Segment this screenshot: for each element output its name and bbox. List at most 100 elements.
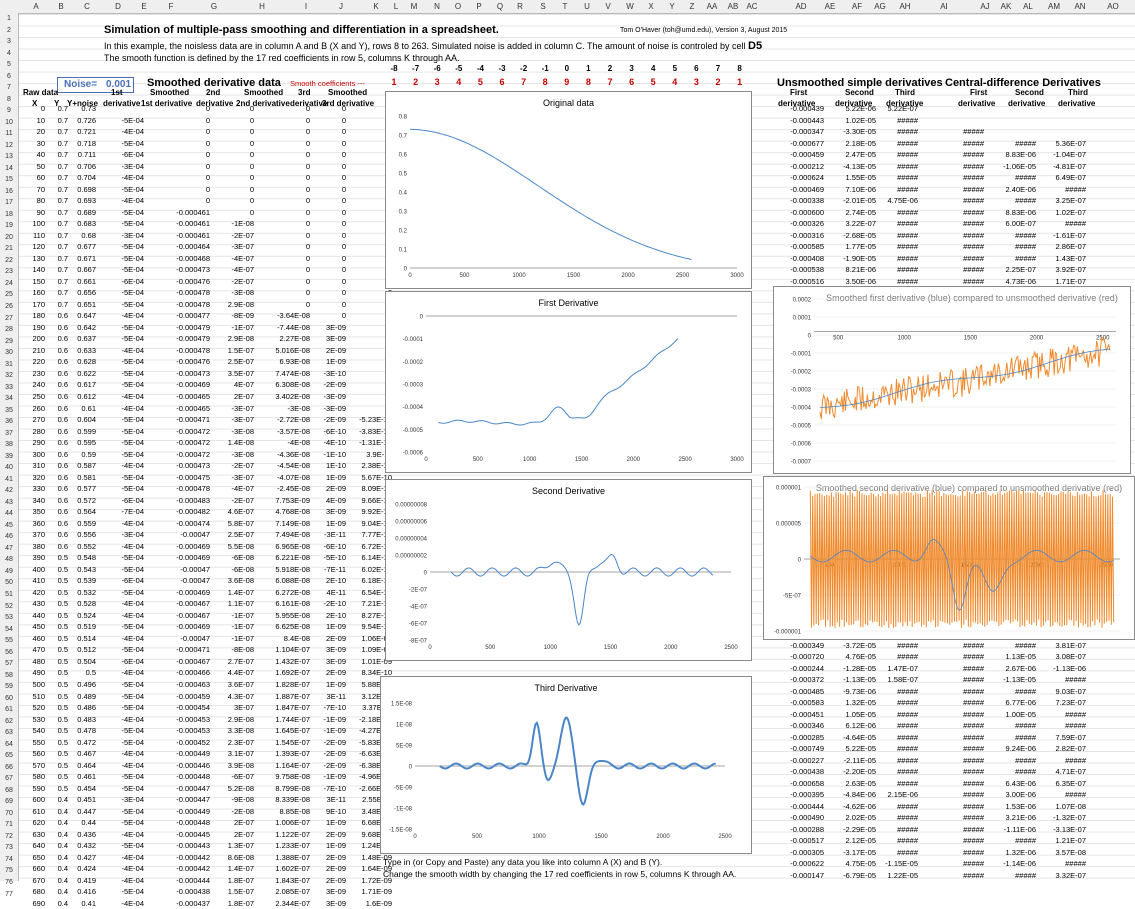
- table-cell[interactable]: 2.085E-07: [275, 887, 310, 897]
- table-cell[interactable]: -3E-04: [121, 795, 144, 805]
- table-cell[interactable]: 8.27E-10: [361, 610, 392, 620]
- table-cell[interactable]: 0.704: [77, 173, 96, 183]
- table-cell[interactable]: #####: [897, 709, 918, 719]
- table-cell[interactable]: 0.572: [77, 495, 96, 505]
- table-cell[interactable]: 5.2E-08: [227, 783, 254, 793]
- column-letter[interactable]: W: [626, 2, 634, 11]
- table-cell[interactable]: 0.595: [77, 438, 96, 448]
- table-cell[interactable]: -0.000408: [790, 253, 824, 263]
- table-cell[interactable]: -0.000583: [790, 698, 824, 708]
- table-cell[interactable]: -7E-11: [324, 564, 346, 574]
- table-cell[interactable]: -8E-09: [231, 311, 254, 321]
- table-cell[interactable]: 0.524: [77, 610, 96, 620]
- row-number[interactable]: 56: [5, 648, 13, 656]
- table-cell[interactable]: 620: [32, 818, 45, 828]
- table-cell[interactable]: -0.000244: [790, 663, 824, 673]
- column-letter[interactable]: M: [410, 2, 418, 11]
- table-cell[interactable]: #####: [963, 242, 984, 252]
- table-cell[interactable]: -3E-09: [323, 392, 346, 401]
- table-cell[interactable]: -4E-04: [121, 875, 144, 885]
- table-cell[interactable]: 0.7: [57, 138, 68, 148]
- table-cell[interactable]: #####: [1065, 790, 1086, 800]
- coef-value[interactable]: 4: [672, 77, 678, 87]
- compare-first-chart[interactable]: Smoothed first derivative (blue) compare…: [773, 286, 1131, 474]
- table-cell[interactable]: 0.698: [77, 184, 96, 194]
- table-cell[interactable]: 0: [205, 173, 210, 183]
- table-cell[interactable]: 0.539: [77, 576, 96, 586]
- table-cell[interactable]: -4E-04: [121, 633, 144, 643]
- table-cell[interactable]: -4.64E-05: [843, 732, 876, 742]
- table-cell[interactable]: -2.45E-08: [277, 484, 310, 494]
- row-number[interactable]: 50: [5, 579, 13, 587]
- column-letter[interactable]: P: [476, 2, 482, 11]
- table-cell[interactable]: 0: [341, 150, 346, 160]
- table-cell[interactable]: 280: [32, 426, 45, 436]
- table-cell[interactable]: 1.545E-07: [275, 737, 310, 747]
- table-cell[interactable]: 7.149E-08: [275, 518, 310, 528]
- table-cell[interactable]: -2.01E-05: [843, 196, 876, 206]
- table-cell[interactable]: 0: [305, 138, 310, 148]
- row-number[interactable]: 36: [5, 418, 13, 426]
- table-cell[interactable]: -1E-08: [231, 219, 254, 229]
- row-number[interactable]: 7: [7, 84, 11, 92]
- table-cell[interactable]: 390: [32, 553, 45, 563]
- table-cell[interactable]: 1.744E-07: [275, 714, 310, 724]
- table-cell[interactable]: 2.67E-06: [1005, 663, 1036, 673]
- table-cell[interactable]: 0.622: [77, 368, 96, 378]
- column-letter[interactable]: D: [115, 2, 121, 11]
- table-cell[interactable]: 6.35E-07: [1055, 778, 1086, 788]
- coef-value[interactable]: 4: [456, 77, 462, 87]
- table-cell[interactable]: 0: [205, 115, 210, 125]
- table-cell[interactable]: -1E-09: [323, 714, 346, 724]
- row-number[interactable]: 3: [7, 38, 11, 46]
- third-derivative-chart[interactable]: Third Derivative 1.5E-08 1E-08 5E-09 0 -5E-09…: [380, 676, 752, 854]
- table-cell[interactable]: 210: [32, 345, 45, 355]
- table-cell[interactable]: -6E-10: [323, 426, 346, 436]
- table-cell[interactable]: 0: [249, 138, 254, 148]
- table-cell[interactable]: -0.000469: [176, 553, 210, 563]
- table-cell[interactable]: -0.000483: [176, 495, 210, 505]
- table-cell[interactable]: 0.6: [57, 484, 68, 494]
- row-number[interactable]: 62: [5, 717, 13, 725]
- table-cell[interactable]: 0.5: [57, 772, 68, 782]
- original-data-chart[interactable]: Original data 0.8 0.7 0.6 0.5 0.4 0.3 0.2 0.1 0 0 5…: [385, 91, 752, 289]
- table-cell[interactable]: -4E-07: [231, 253, 254, 263]
- row-number[interactable]: 48: [5, 556, 13, 564]
- table-cell[interactable]: #####: [897, 161, 918, 171]
- table-cell[interactable]: 5.88E-10: [361, 680, 392, 689]
- table-cell[interactable]: #####: [963, 755, 984, 765]
- table-cell[interactable]: -3E-08: [231, 449, 254, 459]
- table-cell[interactable]: 9.03E-07: [1055, 686, 1086, 696]
- table-cell[interactable]: -3E-07: [231, 242, 254, 252]
- row-number[interactable]: 57: [5, 660, 13, 668]
- table-cell[interactable]: 0.689: [77, 207, 96, 217]
- table-cell[interactable]: 2.74E-05: [845, 207, 876, 217]
- table-cell[interactable]: #####: [963, 767, 984, 777]
- coef-value[interactable]: 2: [715, 77, 721, 87]
- table-cell[interactable]: 0.7: [57, 115, 68, 125]
- table-cell[interactable]: -5E-04: [121, 887, 144, 897]
- table-cell[interactable]: -0.000443: [790, 115, 824, 125]
- table-cell[interactable]: 0.5: [57, 760, 68, 770]
- table-cell[interactable]: 260: [32, 403, 45, 413]
- row-number[interactable]: 55: [5, 637, 13, 645]
- row-number[interactable]: 5: [7, 61, 11, 69]
- table-cell[interactable]: 0.5: [57, 622, 68, 632]
- table-cell[interactable]: 0.7: [57, 265, 68, 275]
- table-cell[interactable]: -0.000453: [176, 726, 210, 736]
- table-cell[interactable]: -6E-10: [323, 541, 346, 551]
- table-cell[interactable]: 0.6: [57, 380, 68, 390]
- noise-value[interactable]: 0.001: [106, 79, 132, 90]
- row-number[interactable]: 24: [5, 279, 13, 287]
- table-cell[interactable]: -4E-04: [121, 852, 144, 862]
- table-cell[interactable]: -1.90E-05: [843, 253, 876, 263]
- table-cell[interactable]: #####: [897, 219, 918, 229]
- table-cell[interactable]: #####: [963, 709, 984, 719]
- table-cell[interactable]: -3.64E-08: [277, 311, 310, 321]
- table-cell[interactable]: -1E-07: [231, 633, 254, 643]
- table-cell[interactable]: #####: [1065, 709, 1086, 719]
- table-cell[interactable]: 1.1E-07: [227, 599, 254, 609]
- row-number[interactable]: 31: [5, 360, 13, 368]
- table-cell[interactable]: 5.016E-08: [275, 345, 310, 355]
- table-cell[interactable]: 0.5: [57, 645, 68, 655]
